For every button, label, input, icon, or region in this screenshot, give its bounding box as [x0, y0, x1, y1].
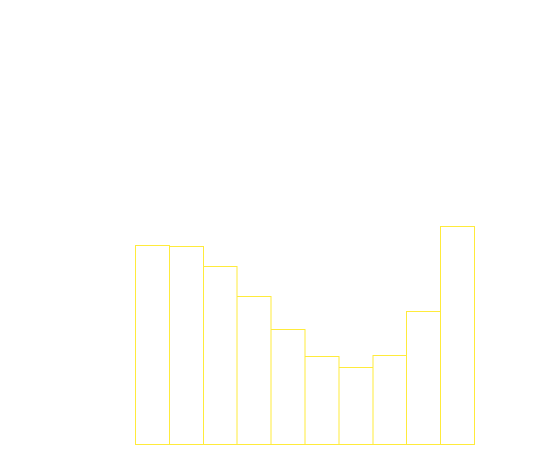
histogram-bar-8 — [372, 355, 408, 445]
histogram-bar-3 — [202, 266, 238, 445]
histogram-bar-10 — [440, 226, 476, 445]
histogram-bar-9 — [406, 311, 442, 445]
histogram-bar-2 — [168, 246, 204, 445]
histogram-bar-6 — [304, 356, 340, 445]
histogram-bar-7 — [338, 367, 374, 445]
histogram-bar-5 — [270, 329, 306, 445]
histogram-bar-4 — [236, 296, 272, 445]
bar-series — [135, 226, 476, 445]
histogram-bar-1 — [135, 245, 170, 445]
